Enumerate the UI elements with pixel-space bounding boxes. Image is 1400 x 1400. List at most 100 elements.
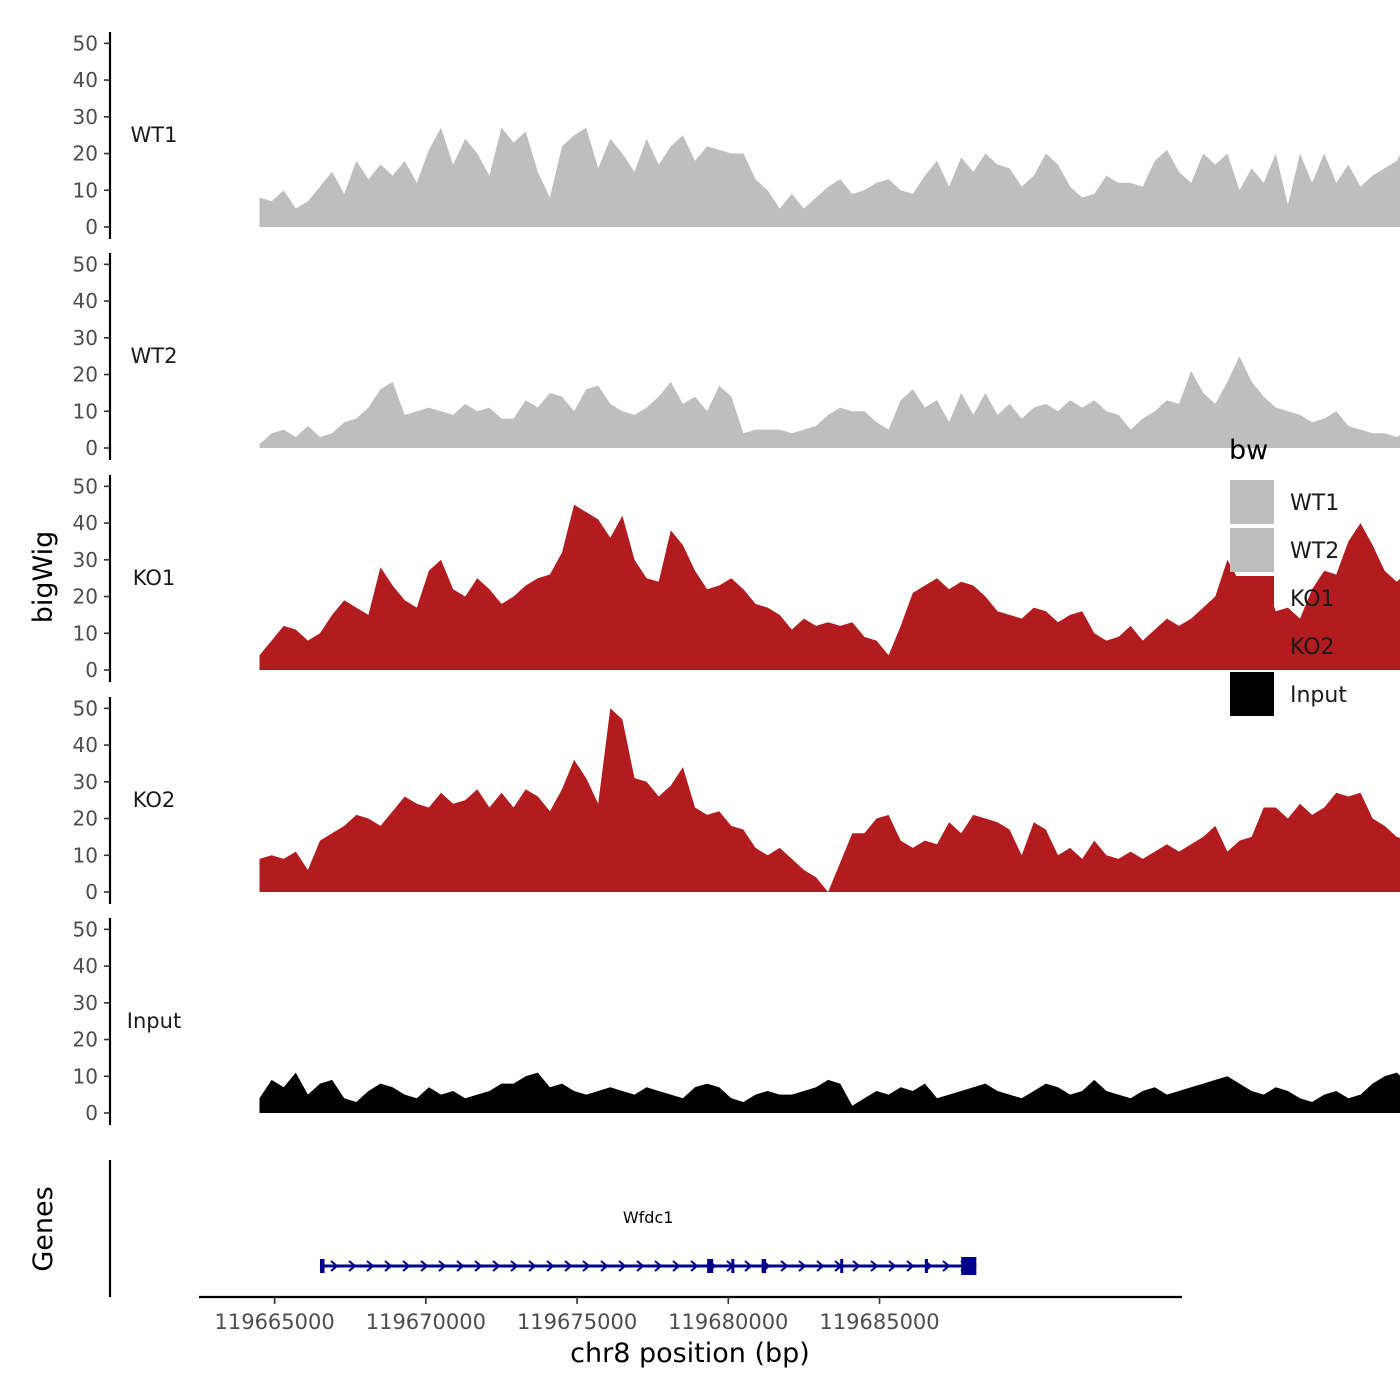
y-tick-label: 0 bbox=[85, 436, 98, 460]
y-tick-label: 20 bbox=[73, 585, 98, 609]
legend: bw WT1 WT2 KO1 KO2 Input bbox=[1229, 435, 1347, 716]
track-label: WT2 bbox=[131, 344, 178, 368]
coverage-tracks: 0 10 20 30 40 50 WT1 0 10 20 30 40 50 WT2 0 10 20 30 40 50 K… bbox=[73, 31, 1400, 1125]
strand-chevron bbox=[330, 1260, 339, 1272]
strand-chevron bbox=[636, 1260, 645, 1272]
track-input: 0 10 20 30 40 50 Input bbox=[73, 917, 1400, 1125]
coverage-area-ko2 bbox=[259, 708, 1400, 892]
strand-chevron bbox=[564, 1260, 573, 1272]
track-label: WT1 bbox=[131, 123, 178, 147]
y-tick-label: 20 bbox=[73, 142, 98, 166]
strand-chevron bbox=[582, 1260, 591, 1272]
strand-chevron bbox=[402, 1260, 411, 1272]
x-tick-label: 119680000 bbox=[668, 1310, 788, 1334]
strand-chevron bbox=[438, 1260, 447, 1272]
y-tick-label: 30 bbox=[73, 770, 98, 794]
strand-chevron bbox=[816, 1260, 825, 1272]
strand-chevron bbox=[780, 1260, 789, 1272]
strand-chevron bbox=[474, 1260, 483, 1272]
strand-chevron bbox=[870, 1260, 879, 1272]
gene-exon bbox=[319, 1259, 325, 1273]
track-ko1: 0 10 20 30 40 50 KO1 bbox=[73, 474, 1400, 682]
y-tick-label: 40 bbox=[73, 289, 98, 313]
gene-exon bbox=[761, 1259, 767, 1273]
y-tick-label: 40 bbox=[73, 68, 98, 92]
y-tick-label: 50 bbox=[73, 252, 98, 276]
coverage-area-ko1 bbox=[259, 504, 1400, 670]
strand-chevron bbox=[906, 1260, 915, 1272]
x-axis: 119665000 119670000 119675000 119680000 1196… bbox=[199, 1295, 1182, 1369]
y-tick-label: 0 bbox=[85, 658, 98, 682]
legend-label-input: Input bbox=[1290, 683, 1347, 708]
gene-model: Wfdc1 bbox=[319, 1208, 977, 1275]
y-tick-label: 10 bbox=[73, 843, 98, 867]
gene-exon bbox=[924, 1259, 928, 1273]
strand-chevron bbox=[420, 1260, 429, 1272]
legend-label-ko1: KO1 bbox=[1290, 587, 1335, 612]
gene-exon bbox=[731, 1259, 735, 1273]
gene-name-label: Wfdc1 bbox=[623, 1208, 674, 1227]
track-label: KO1 bbox=[133, 566, 176, 590]
legend-label-wt2: WT2 bbox=[1290, 539, 1339, 564]
strand-chevron bbox=[366, 1260, 375, 1272]
genes-panel-label: Genes bbox=[28, 1186, 59, 1271]
strand-chevron bbox=[384, 1260, 393, 1272]
y-tick-label: 50 bbox=[73, 917, 98, 941]
x-tick-label: 119665000 bbox=[214, 1310, 334, 1334]
coverage-area-wt1 bbox=[259, 127, 1400, 227]
gene-exon bbox=[840, 1259, 844, 1273]
strand-chevron bbox=[942, 1260, 951, 1272]
legend-swatch-wt1 bbox=[1230, 480, 1274, 524]
y-tick-label: 20 bbox=[73, 363, 98, 387]
y-tick-label: 10 bbox=[73, 621, 98, 645]
strand-chevron bbox=[456, 1260, 465, 1272]
y-tick-label: 10 bbox=[73, 399, 98, 423]
legend-swatch-wt2 bbox=[1230, 528, 1274, 572]
y-axis-title: bigWig bbox=[28, 531, 59, 624]
y-tick-label: 10 bbox=[73, 1064, 98, 1088]
legend-swatch-ko1 bbox=[1230, 576, 1274, 620]
strand-chevron bbox=[348, 1260, 357, 1272]
y-tick-label: 0 bbox=[85, 215, 98, 239]
legend-items: WT1 WT2 KO1 KO2 Input bbox=[1230, 480, 1347, 716]
track-ko2: 0 10 20 30 40 50 KO2 bbox=[73, 696, 1400, 904]
strand-chevron bbox=[528, 1260, 537, 1272]
strand-chevron bbox=[546, 1260, 555, 1272]
y-tick-label: 0 bbox=[85, 1101, 98, 1125]
legend-label-ko2: KO2 bbox=[1290, 635, 1335, 660]
strand-chevron bbox=[888, 1260, 897, 1272]
strand-chevron bbox=[798, 1260, 807, 1272]
legend-swatch-input bbox=[1230, 672, 1274, 716]
x-axis-title: chr8 position (bp) bbox=[570, 1338, 810, 1369]
y-tick-label: 40 bbox=[73, 733, 98, 757]
y-tick-label: 40 bbox=[73, 954, 98, 978]
strand-chevron bbox=[852, 1260, 861, 1272]
legend-title: bw bbox=[1229, 435, 1268, 466]
strand-chevron bbox=[744, 1260, 753, 1272]
x-tick-label: 119670000 bbox=[366, 1310, 486, 1334]
y-tick-label: 30 bbox=[73, 326, 98, 350]
x-tick-label: 119685000 bbox=[819, 1310, 939, 1334]
gene-exon bbox=[707, 1259, 714, 1273]
strand-chevron bbox=[618, 1260, 627, 1272]
y-tick-label: 20 bbox=[73, 807, 98, 831]
strand-chevron bbox=[600, 1260, 609, 1272]
strand-chevron bbox=[672, 1260, 681, 1272]
track-label: KO2 bbox=[133, 788, 176, 812]
legend-swatch-ko2 bbox=[1230, 624, 1274, 668]
track-wt2: 0 10 20 30 40 50 WT2 bbox=[73, 252, 1400, 460]
y-tick-label: 30 bbox=[73, 991, 98, 1015]
strand-chevron bbox=[690, 1260, 699, 1272]
y-tick-label: 10 bbox=[73, 178, 98, 202]
genes-panel: Genes Wfdc1 bbox=[28, 1160, 977, 1297]
x-tick-label: 119675000 bbox=[517, 1310, 637, 1334]
coverage-area-wt2 bbox=[259, 356, 1400, 448]
y-tick-label: 30 bbox=[73, 105, 98, 129]
y-tick-label: 20 bbox=[73, 1028, 98, 1052]
y-tick-label: 0 bbox=[85, 880, 98, 904]
strand-chevron bbox=[492, 1260, 501, 1272]
coverage-area-input bbox=[259, 1072, 1400, 1113]
strand-chevron bbox=[510, 1260, 519, 1272]
y-tick-label: 30 bbox=[73, 548, 98, 572]
